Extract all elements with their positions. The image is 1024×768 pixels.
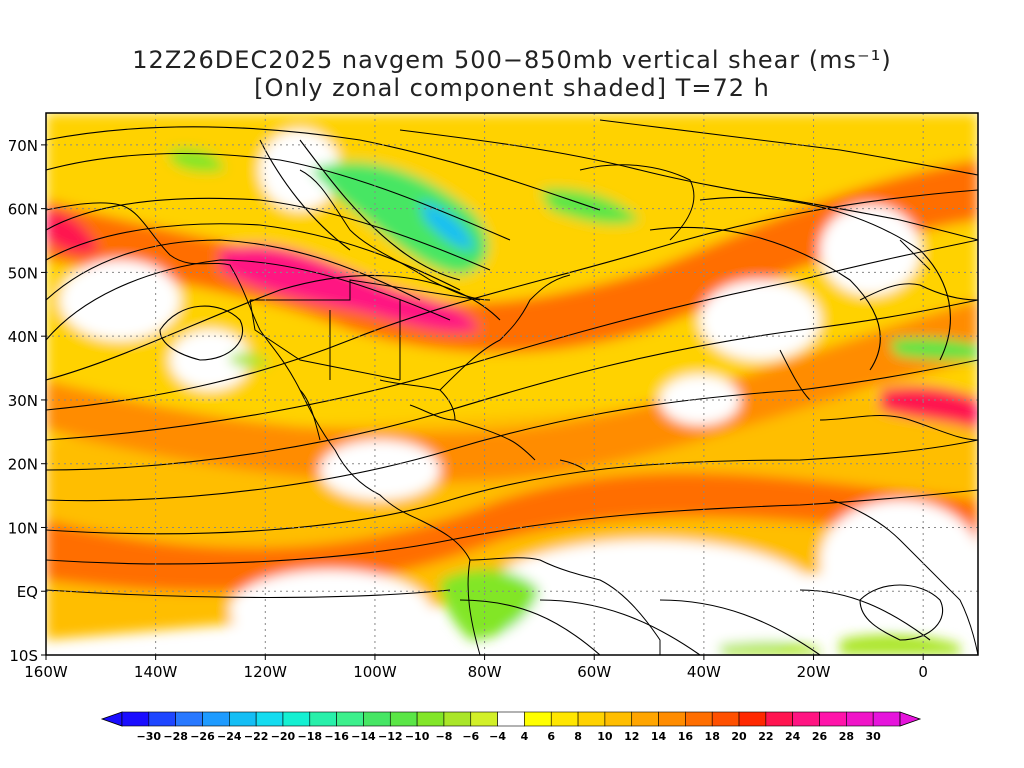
- colorbar-label: −28: [163, 730, 188, 743]
- colorbar-label: −18: [298, 730, 323, 743]
- colorbar-swatch: [121, 711, 150, 727]
- lon-axis-labels: 160W 140W 120W 100W 80W 60W 40W 20W 0: [24, 655, 928, 681]
- colorbar-label: −22: [244, 730, 269, 743]
- lat-tick-label: 20N: [8, 456, 38, 474]
- colorbar-label: −14: [351, 730, 376, 743]
- lat-axis-labels: 70N 60N 50N 40N 30N 20N 10N EQ 10S: [8, 137, 46, 665]
- colorbar-arrow-min: [100, 711, 123, 727]
- colorbar-label: −16: [324, 730, 349, 743]
- colorbar-swatch: [846, 711, 874, 727]
- colorbar-label: −6: [462, 730, 479, 743]
- colorbar-swatch: [524, 711, 552, 727]
- colorbar-swatch: [470, 711, 498, 727]
- colorbar-label: 30: [866, 730, 882, 743]
- colorbar-swatch: [604, 711, 633, 727]
- colorbar-swatch: [309, 711, 337, 727]
- lon-tick-label: 0: [918, 663, 928, 681]
- colorbar-label: 26: [812, 730, 828, 743]
- lat-tick-label: 40N: [8, 328, 38, 346]
- lon-tick-label: 40W: [687, 663, 721, 681]
- lon-tick-label: 20W: [797, 663, 831, 681]
- colorbar-label: −8: [435, 730, 452, 743]
- colorbar-label: 6: [547, 730, 555, 743]
- colorbar-arrow-max: [899, 711, 922, 727]
- lon-tick-label: 120W: [244, 663, 288, 681]
- colorbar: −30 −28 −26 −24 −22 −20 −18 −16 −14 −12 −10 −8 −6 −4 4…: [100, 711, 922, 743]
- lat-tick-label: 30N: [8, 392, 38, 410]
- colorbar-swatch: [282, 711, 311, 727]
- colorbar-label: −10: [405, 730, 430, 743]
- colorbar-swatch: [175, 711, 203, 727]
- colorbar-label: 10: [597, 730, 613, 743]
- lon-tick-label: 140W: [134, 663, 178, 681]
- colorbar-label: 14: [651, 730, 667, 743]
- lat-tick-label: 10S: [9, 647, 38, 665]
- colorbar-swatch: [738, 711, 767, 727]
- colorbar-label: 8: [574, 730, 582, 743]
- colorbar-swatch: [255, 711, 284, 727]
- lat-tick-label: EQ: [17, 583, 38, 601]
- colorbar-label: 24: [785, 730, 801, 743]
- colorbar-swatch: [792, 711, 820, 727]
- colorbar-swatch: [765, 711, 793, 727]
- lat-tick-label: 10N: [8, 519, 38, 537]
- colorbar-label: 4: [521, 730, 529, 743]
- colorbar-swatch: [363, 711, 391, 727]
- lon-tick-label: 160W: [24, 663, 68, 681]
- colorbar-label: −26: [190, 730, 215, 743]
- colorbar-swatch: [497, 711, 525, 727]
- colorbar-label: −12: [378, 730, 403, 743]
- colorbar-label: −30: [137, 730, 162, 743]
- colorbar-swatch: [819, 711, 847, 727]
- lat-tick-label: 60N: [8, 201, 38, 219]
- colorbar-swatch: [550, 711, 579, 727]
- colorbar-swatch: [872, 711, 901, 727]
- shaded-field: [46, 113, 978, 655]
- colorbar-swatch: [577, 711, 606, 727]
- chart-title-line2: [Only zonal component shaded] T=72 h: [254, 74, 770, 102]
- chart-title-line1: 12Z26DEC2025 navgem 500−850mb vertical s…: [132, 46, 892, 74]
- colorbar-label: −24: [217, 730, 242, 743]
- colorbar-swatch: [631, 711, 659, 727]
- colorbar-label: −20: [271, 730, 296, 743]
- coastlines: [46, 164, 978, 655]
- colorbar-swatch: [711, 711, 740, 727]
- colorbar-label: 12: [624, 730, 639, 743]
- map-frame: [45, 112, 979, 656]
- colorbar-label: 28: [839, 730, 854, 743]
- colorbar-swatch: [202, 711, 230, 727]
- lon-tick-label: 100W: [353, 663, 397, 681]
- lat-lon-grid: [46, 113, 978, 655]
- colorbar-swatch: [443, 711, 472, 727]
- colorbar-swatch: [658, 711, 686, 727]
- colorbar-label: 22: [758, 730, 773, 743]
- colorbar-swatch: [416, 711, 445, 727]
- colorbar-label: −4: [489, 730, 506, 743]
- colorbar-swatch: [685, 711, 713, 727]
- colorbar-label: 20: [731, 730, 747, 743]
- colorbar-swatch: [336, 711, 364, 727]
- lon-tick-label: 60W: [577, 663, 611, 681]
- colorbar-swatch: [148, 711, 176, 727]
- lat-tick-label: 70N: [8, 137, 38, 155]
- colorbar-label: 16: [678, 730, 694, 743]
- streamlines: [46, 119, 978, 655]
- colorbar-swatch: [389, 711, 418, 727]
- colorbar-swatch: [229, 711, 257, 727]
- lon-tick-label: 80W: [468, 663, 502, 681]
- colorbar-label: 18: [705, 730, 720, 743]
- lat-tick-label: 50N: [8, 264, 38, 282]
